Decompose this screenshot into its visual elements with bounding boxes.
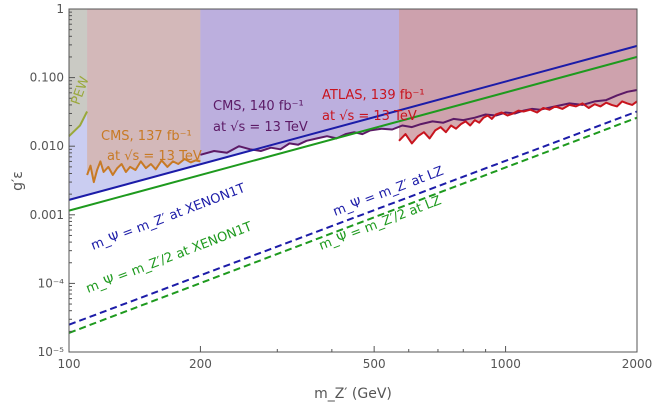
atlas139-region-fill (399, 9, 637, 144)
x-tick-label: 100 (58, 357, 81, 371)
x-tick-label: 500 (363, 357, 386, 371)
plot-frame (68, 8, 638, 353)
exclusion-regions (68, 9, 638, 200)
series-line-0 (68, 44, 638, 201)
x-axis-label: m_Z′ (GeV) (314, 386, 392, 402)
series-line-3 (68, 116, 638, 334)
cms140-label: CMS, 140 fb⁻¹ (213, 99, 304, 114)
atlas139-energy-label: at √s = 13 TeV (322, 109, 417, 124)
pew-region-fill (69, 9, 88, 137)
y-tick-label: 1 (56, 2, 64, 16)
x-tick-label: 2000 (622, 357, 653, 371)
atlas139-label: ATLAS, 139 fb⁻¹ (322, 88, 425, 103)
y-tick-label: 10⁻⁵ (38, 345, 65, 359)
atlas139-limit-curve (398, 100, 638, 145)
y-axis-label: g′ε (10, 171, 26, 191)
cms137-label: CMS, 137 fb⁻¹ (101, 129, 192, 144)
cms137-region-fill (87, 9, 201, 183)
y-tick-label: 0.001 (30, 208, 64, 222)
y-tick-label: 0.010 (30, 139, 64, 153)
cms140-energy-label: at √s = 13 TeV (213, 120, 308, 135)
series-line-1 (68, 55, 638, 212)
series-line-2 (68, 110, 638, 326)
y-tick-label: 0.100 (30, 71, 64, 85)
x-tick-label: 1000 (490, 357, 521, 371)
y-tick-label: 10⁻⁴ (38, 276, 65, 290)
cms137-limit-curve (86, 158, 201, 184)
axis-ticks: 100 200 500 1000 2000 1 0.100 0.010 0.001 10⁻⁴ 10⁻… (30, 2, 653, 371)
cms137-energy-label: at √s = 13 TeV (107, 149, 202, 164)
pew-limit-curve (68, 111, 88, 137)
x-tick-label: 200 (189, 357, 212, 371)
sensitivity-lines (68, 44, 638, 334)
